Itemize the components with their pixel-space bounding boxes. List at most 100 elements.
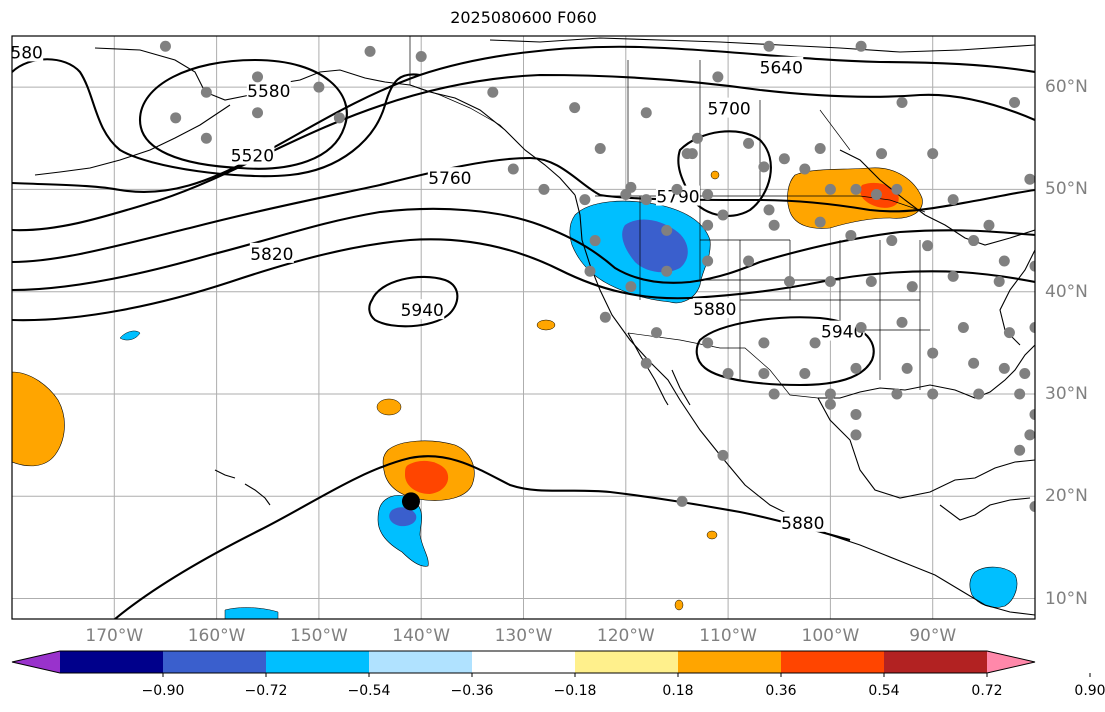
station-marker (886, 235, 898, 247)
station-marker (824, 398, 836, 410)
station-marker (993, 275, 1005, 287)
station-marker (850, 183, 862, 195)
colorbar-outline (11, 650, 1036, 674)
contour-label-background (427, 167, 472, 188)
longitude-label: 160°W (187, 626, 246, 646)
colorbar-tick-label: 0.36 (765, 683, 797, 699)
strong-positive-central-pacific (405, 460, 449, 494)
positive-anomaly-west-edge (12, 371, 65, 467)
contour-label: 5760 (428, 169, 471, 189)
contour-label: 5940 (401, 301, 444, 321)
longitude-label: 100°W (801, 626, 860, 646)
station-marker (159, 40, 171, 52)
contour-label-background (655, 185, 700, 206)
station-marker (763, 40, 775, 52)
station-marker (702, 219, 714, 231)
colorbar-extend-low (12, 651, 60, 673)
colorbar-tick-label: 0.72 (971, 683, 1003, 699)
station-marker (569, 102, 581, 114)
contour-5520 (138, 58, 348, 170)
contour-5880-south (114, 455, 851, 619)
station-marker (845, 229, 857, 241)
colorbar-tick-label: −0.18 (553, 683, 597, 699)
station-marker (855, 40, 867, 52)
strong-negative-central-pacific (389, 507, 417, 527)
storm-center-marker (401, 492, 420, 511)
contour-label: 5940 (821, 323, 864, 343)
hudson-bay (839, 149, 1035, 246)
contour-label: 5520 (231, 147, 274, 167)
anomaly-shading (12, 167, 1018, 619)
contour-label: 5880 (781, 514, 824, 534)
contour-label-background (820, 320, 865, 341)
mexico-gulf (817, 397, 1035, 499)
latitude-label: 10°N (1045, 588, 1088, 609)
station-marker (676, 495, 688, 507)
station-marker (1065, 245, 1076, 256)
station-marker (758, 161, 770, 173)
station-marker (947, 270, 959, 282)
station-marker (768, 219, 780, 231)
station-marker (814, 216, 826, 228)
station-marker (1024, 429, 1035, 441)
colorbar-extend-high (987, 651, 1035, 673)
negative-anomaly-small-2 (224, 607, 279, 619)
station-marker (712, 71, 724, 83)
station-marker (625, 181, 637, 193)
longitude-label: 170°W (85, 626, 144, 646)
colorbar-segment (163, 651, 267, 673)
station-marker (313, 81, 325, 93)
station-marker (1014, 444, 1026, 456)
station-marker (891, 183, 903, 195)
negative-anomaly-caribbean (969, 566, 1018, 608)
station-marker (640, 194, 652, 206)
contour-label: 5700 (707, 100, 750, 120)
station-marker (768, 388, 780, 400)
station-marker (579, 194, 591, 206)
map-frame (11, 35, 1036, 620)
contour-5880-north (12, 238, 1035, 322)
station-marker (702, 337, 714, 349)
colorbar-tick-label: 0.90 (1074, 683, 1105, 699)
contour-label-background (12, 41, 44, 62)
station-marker (1019, 368, 1031, 380)
station-marker (896, 316, 908, 328)
latitude-label: 50°N (1045, 179, 1088, 200)
station-marker (661, 224, 673, 236)
baja (627, 332, 691, 406)
colorbar-tick-label: −0.54 (347, 683, 391, 699)
map-title: 2025080600 F060 (450, 8, 597, 27)
contour-label-background (249, 242, 294, 263)
positive-anomaly-small-1 (376, 398, 402, 416)
station-marker (998, 362, 1010, 374)
state-lines-2 (700, 239, 930, 390)
station-marker (1029, 408, 1035, 420)
station-marker (1009, 96, 1021, 108)
station-marker (717, 449, 729, 461)
station-marker (599, 311, 611, 323)
station-marker (584, 265, 596, 277)
station-marker (1034, 289, 1035, 294)
contour-label-background (759, 56, 804, 77)
political-borders (409, 36, 930, 399)
latitude-label: 20°N (1045, 486, 1088, 507)
station-marker (799, 368, 811, 380)
station-marker (640, 107, 652, 119)
hawaii-1 (214, 469, 236, 479)
station-marker (594, 143, 606, 155)
longitude-label: 120°W (596, 626, 655, 646)
station-marker (855, 322, 867, 333)
station-marker (702, 189, 714, 201)
negative-anomaly-small-1 (119, 330, 141, 341)
colorbar-segment (266, 651, 370, 673)
station-marker (1024, 173, 1035, 185)
station-marker (589, 235, 601, 247)
contour-5700 (12, 73, 1035, 232)
station-marker (927, 148, 939, 160)
colorbar-segment (678, 651, 782, 673)
positive-anomaly-small-5 (710, 170, 720, 180)
station-marker (783, 275, 795, 287)
station-marker (758, 337, 770, 349)
colorbar-tick-label: −0.72 (244, 683, 288, 699)
